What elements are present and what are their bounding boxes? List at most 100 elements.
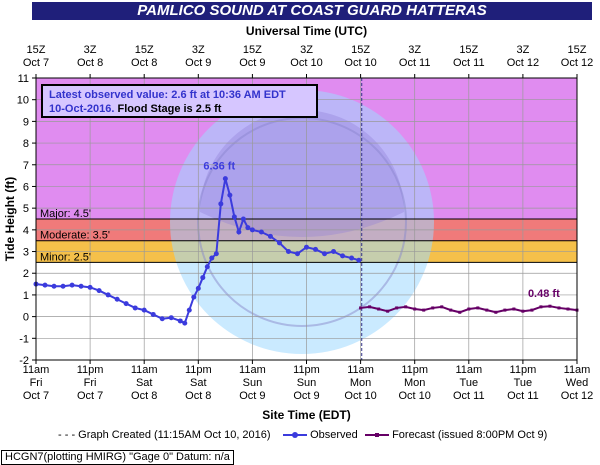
x-tick-label: 11pm — [510, 364, 537, 376]
observed-point — [60, 283, 66, 289]
top-tick-label: 3Z — [192, 44, 205, 56]
observed-point — [356, 257, 362, 263]
observed-point — [191, 294, 197, 300]
forecast-point — [404, 305, 408, 309]
top-tick-label: 15Z — [27, 44, 46, 56]
x-tick-label: Mon — [350, 377, 371, 389]
top-tick-label: Oct 12 — [507, 57, 539, 69]
x-tick-label: Sun — [297, 377, 317, 389]
x-tick-label: Mon — [404, 377, 425, 389]
noaa-watermark-disc — [170, 90, 434, 354]
x-tick-label: Fri — [30, 377, 43, 389]
observed-point — [114, 296, 120, 302]
forecast-point — [359, 306, 363, 310]
forecast-point — [557, 306, 561, 310]
forecast-point — [413, 307, 417, 311]
annotations-layer: 6.36 ft 0.48 ft — [203, 161, 560, 301]
top-tick-label: Oct 12 — [561, 57, 593, 69]
latest-observed-date: 10-Oct-2016. — [49, 103, 115, 115]
observed-point — [105, 292, 111, 298]
forecast-point — [431, 306, 435, 310]
x-tick-label: Wed — [566, 377, 588, 389]
noaa-watermark-wave — [200, 110, 404, 237]
forecast-marker-icon — [365, 433, 389, 438]
x-tick-label: Oct 10 — [398, 390, 430, 402]
x-tick-label: 11pm — [293, 364, 320, 376]
legend-graph-created: - - - Graph Created (11:15AM Oct 10, 201… — [58, 429, 271, 441]
observed-point — [245, 225, 251, 231]
flood-category-labels: Major: 4.5' Moderate: 3.5' Minor: 2.5' — [40, 208, 110, 263]
x-tick-label: 11am — [564, 364, 591, 376]
observed-point — [258, 229, 264, 235]
legend-observed: Observed — [283, 428, 358, 442]
top-tick-label: Oct 11 — [399, 57, 431, 69]
observed-point — [150, 311, 156, 317]
top-tick-label: Oct 7 — [23, 57, 49, 69]
x-tick-label: Oct 11 — [453, 390, 485, 402]
x-tick-label: Sat — [136, 377, 153, 389]
observed-point — [349, 255, 355, 261]
y-tick-label: 1 — [23, 290, 29, 302]
forecast-point — [521, 309, 525, 313]
top-tick-label: Oct 9 — [185, 57, 211, 69]
forecast-point — [494, 310, 498, 314]
forecast-point — [485, 308, 489, 312]
y-tick-label: 2 — [23, 268, 29, 280]
x-tick-label: Oct 12 — [561, 390, 593, 402]
top-tick-label: 15Z — [351, 44, 370, 56]
observed-point — [276, 240, 282, 246]
x-tick-label: 11am — [239, 364, 266, 376]
top-tick-label: Oct 11 — [453, 57, 485, 69]
observed-point — [177, 318, 183, 324]
observed-point — [78, 283, 84, 289]
flood-category-label: Minor: 2.5' — [40, 251, 91, 263]
observed-point — [313, 246, 319, 252]
top-tick-label: 15Z — [459, 44, 478, 56]
x-tick-label: Tue — [514, 377, 533, 389]
observed-point — [222, 176, 228, 182]
latest-observed-info: Latest observed value: 2.6 ft at 10:36 A… — [41, 84, 318, 118]
observed-point — [186, 307, 192, 313]
observed-point — [195, 285, 201, 291]
x-tick-label: 11am — [23, 364, 50, 376]
top-tick-label: Oct 8 — [77, 57, 103, 69]
peak-value-label: 0.48 ft — [528, 288, 560, 300]
top-tick-label: Oct 9 — [239, 57, 265, 69]
observed-point — [285, 249, 291, 255]
y-tick-label: 10 — [17, 95, 29, 107]
observed-marker-icon — [283, 432, 307, 439]
legend: - - - Graph Created (11:15AM Oct 10, 201… — [0, 428, 600, 442]
forecast-point — [395, 306, 399, 310]
observed-point — [304, 244, 309, 250]
top-tick-label: Oct 10 — [290, 57, 322, 69]
observed-point — [132, 305, 138, 311]
observed-point — [209, 255, 215, 261]
x-tick-label: 11am — [455, 364, 482, 376]
flood-stage-text: Flood Stage is 2.5 ft — [114, 103, 222, 115]
x-tick-label: 11pm — [77, 364, 104, 376]
forecast-point — [476, 306, 480, 310]
observed-point — [123, 301, 129, 307]
x-tick-label: Fri — [84, 377, 97, 389]
noaa-watermark — [170, 90, 434, 354]
y-tick-label: -2 — [19, 355, 29, 367]
observed-point — [96, 288, 102, 294]
flood-category-label: Major: 4.5' — [40, 208, 91, 220]
top-tick-label: 15Z — [568, 44, 587, 56]
dashed-line-icon: - - - — [58, 429, 76, 441]
observed-point — [182, 320, 188, 326]
forecast-point — [458, 310, 462, 314]
observed-point — [87, 284, 93, 290]
y-tick-label: 0 — [23, 312, 29, 324]
top-tick-label: 3Z — [84, 44, 97, 56]
observed-point — [200, 275, 206, 281]
y-tick-label: 8 — [23, 138, 29, 150]
peak-value-label: 6.36 ft — [203, 161, 235, 173]
y-tick-label: 11 — [18, 73, 29, 85]
chart-title: PAMLICO SOUND AT COAST GUARD HATTERAS — [32, 2, 592, 20]
y-tick-label: 6 — [23, 181, 29, 193]
observed-point — [294, 251, 300, 257]
observed-point — [322, 251, 328, 257]
forecast-point — [449, 308, 453, 312]
